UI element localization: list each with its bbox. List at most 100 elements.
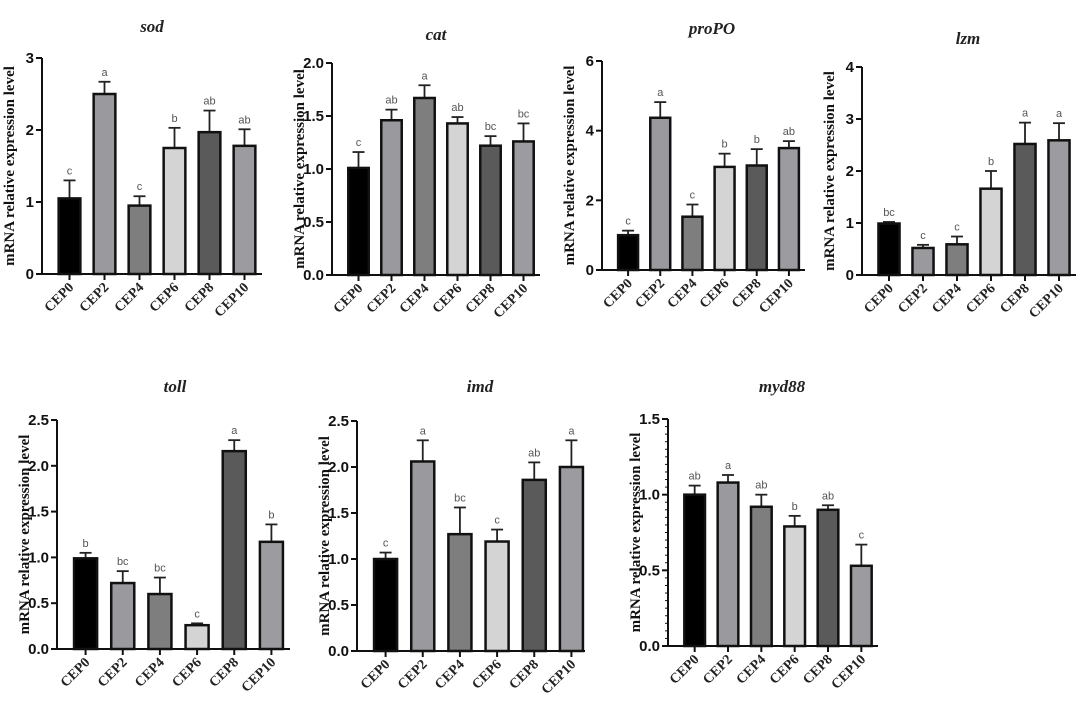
bar-cep8 <box>197 130 222 276</box>
significance-label: ab <box>822 490 834 502</box>
y-axis-label: mRNA relative expression level <box>317 436 333 636</box>
y-tick-label: 1.0 <box>28 549 49 566</box>
x-tick-label: CEP6 <box>147 280 182 315</box>
y-tick-label: 0 <box>586 262 594 279</box>
x-tick-label: CEP10 <box>829 652 869 692</box>
y-tick-label: 6 <box>586 53 594 70</box>
y-axis-label: mRNA relative expression level <box>292 69 308 269</box>
y-tick-label: 1 <box>846 215 854 232</box>
x-tick-label: CEP10 <box>491 281 531 321</box>
x-tick-label: CEP6 <box>170 655 205 690</box>
bar-cep6 <box>446 122 469 277</box>
significance-label: c <box>494 515 500 527</box>
y-tick-label: 0.0 <box>303 267 324 284</box>
significance-label: ab <box>203 96 215 108</box>
x-tick-label: CEP6 <box>430 281 465 316</box>
significance-label: c <box>67 165 73 177</box>
significance-label: a <box>568 425 575 437</box>
bar-cep4 <box>127 204 152 276</box>
x-tick-label: CEP6 <box>767 652 802 687</box>
y-axis-label: mRNA relative expression level <box>17 435 33 635</box>
bar-cep0 <box>57 197 82 276</box>
significance-label: ab <box>783 126 795 138</box>
y-tick-label: 0.5 <box>28 595 49 612</box>
significance-label: ab <box>385 95 397 107</box>
significance-label: bc <box>154 563 166 575</box>
chart-sod: sod mRNA relative expression level 0 1 2 3 c CE… <box>0 0 270 340</box>
bar-cep8 <box>479 144 502 277</box>
x-tick-label: CEP10 <box>1027 281 1067 321</box>
x-tick-label: CEP10 <box>756 276 796 316</box>
significance-label: c <box>194 608 200 620</box>
chart-title: imd <box>467 377 494 396</box>
x-tick-label: CEP6 <box>470 657 505 692</box>
x-tick-label: CEP0 <box>861 281 896 316</box>
x-tick-label: CEP2 <box>895 281 930 316</box>
y-tick-label: 0.0 <box>28 641 49 658</box>
significance-label: c <box>954 222 960 234</box>
significance-label: bc <box>883 207 895 219</box>
x-tick-label: CEP0 <box>331 281 366 316</box>
bar-cep4 <box>447 532 473 653</box>
significance-label: ab <box>238 114 250 126</box>
bar-cep10 <box>258 540 285 651</box>
bar-cep2 <box>92 92 117 276</box>
significance-label: a <box>657 87 664 99</box>
significance-label: bc <box>485 121 497 133</box>
chart-title: toll <box>164 377 187 396</box>
bar-cep0 <box>72 557 99 651</box>
chart-svg-imd: imd mRNA relative expression level 0.0 0.5 1… <box>317 377 590 698</box>
bar-cep4 <box>749 505 773 648</box>
y-tick-label: 4 <box>846 59 855 76</box>
x-tick-label: CEP0 <box>667 652 702 687</box>
significance-label: c <box>625 216 631 228</box>
significance-label: c <box>356 137 362 149</box>
significance-label: b <box>268 509 274 521</box>
significance-label: b <box>83 538 89 550</box>
bar-cep6 <box>713 165 736 272</box>
x-tick-label: CEP4 <box>929 281 964 316</box>
bar-cep8 <box>745 164 768 272</box>
y-tick-label: 0.5 <box>303 214 324 231</box>
significance-label: b <box>171 113 177 125</box>
chart-title: proPO <box>687 19 735 38</box>
bar-cep2 <box>716 481 740 648</box>
y-tick-label: 1.5 <box>639 411 660 428</box>
bar-cep10 <box>849 564 873 648</box>
bar-cep10 <box>232 144 257 276</box>
y-axis-label: mRNA relative expression level <box>822 71 838 271</box>
bar-cep10 <box>512 140 535 277</box>
significance-label: a <box>421 70 428 82</box>
significance-label: a <box>1022 108 1029 120</box>
bar-cep2 <box>380 118 403 277</box>
significance-label: bc <box>117 556 129 568</box>
bar-cep4 <box>147 592 173 651</box>
x-tick-label: CEP4 <box>665 276 700 311</box>
chart-cat: cat mRNA relative expression level 0.0 0.5 1… <box>270 0 540 340</box>
bar-cep6 <box>783 525 807 648</box>
bar-cep2 <box>409 460 436 653</box>
significance-label: c <box>383 538 389 550</box>
y-tick-label: 0.0 <box>639 638 660 655</box>
y-tick-label: 0 <box>26 266 34 283</box>
x-tick-label: CEP4 <box>112 280 147 315</box>
significance-label: c <box>920 230 926 242</box>
y-tick-label: 3 <box>26 50 34 67</box>
bar-cep10 <box>1047 139 1071 277</box>
y-axis-label: mRNA relative expression level <box>2 66 18 266</box>
chart-svg-myd88: myd88 mRNA relative expression level 0.0 0.… <box>628 377 878 693</box>
chart-title: lzm <box>956 29 981 48</box>
x-tick-label: CEP2 <box>77 280 112 315</box>
y-tick-label: 1 <box>26 194 34 211</box>
bar-cep2 <box>649 116 672 272</box>
x-tick-label: CEP4 <box>432 657 467 692</box>
y-tick-label: 2.0 <box>28 458 49 475</box>
x-tick-label: CEP4 <box>397 281 432 316</box>
significance-label: ab <box>755 480 767 492</box>
significance-label: b <box>754 134 760 146</box>
y-tick-label: 1.0 <box>303 161 324 178</box>
y-tick-label: 2 <box>586 192 594 209</box>
y-tick-label: 2 <box>26 122 34 139</box>
x-tick-label: CEP6 <box>697 276 732 311</box>
